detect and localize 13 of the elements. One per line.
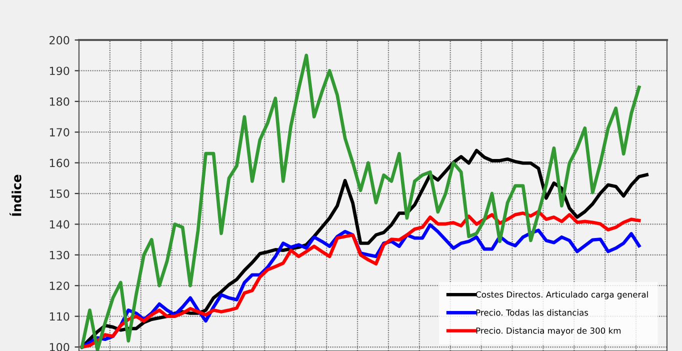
y-tick-label: 180: [50, 97, 70, 106]
y-tick-label: 140: [50, 220, 70, 229]
y-tick-label: 100: [50, 342, 70, 351]
y-axis-title: Índice: [10, 174, 22, 216]
y-tick-label: 130: [50, 250, 70, 260]
y-tick-label: 150: [50, 189, 70, 198]
y-tick-label: 190: [50, 66, 70, 76]
legend-label: Costes Directos. Articulado carga general: [476, 291, 648, 300]
y-tick-label: 170: [50, 128, 70, 136]
y-tick-label: 200: [50, 36, 70, 44]
y-tick-label: 120: [50, 282, 70, 290]
y-tick-label: 160: [50, 158, 70, 168]
y-tick-label: 110: [50, 312, 70, 321]
